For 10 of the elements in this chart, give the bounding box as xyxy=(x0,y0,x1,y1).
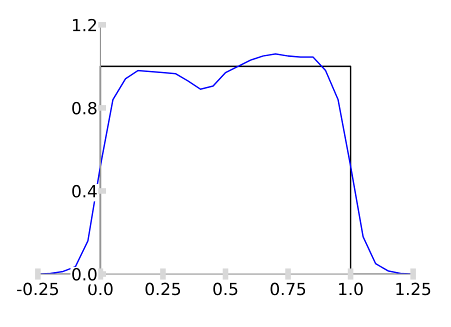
y-tick-label: 0.0 xyxy=(72,268,97,281)
y-tick-label: 1.2 xyxy=(72,18,96,32)
x-tick-label: 1.25 xyxy=(396,282,430,296)
x-tick-label: 0.75 xyxy=(270,282,306,296)
y-tick-label: 0.8 xyxy=(72,102,97,114)
x-tick-label: 0.25 xyxy=(146,282,180,296)
x-tick-label: 1.0 xyxy=(339,282,363,296)
y-tick-label: 0.4 xyxy=(72,184,97,198)
x-tick-label: 0.5 xyxy=(213,282,238,296)
x-tick-label: -0.25 xyxy=(17,282,58,296)
